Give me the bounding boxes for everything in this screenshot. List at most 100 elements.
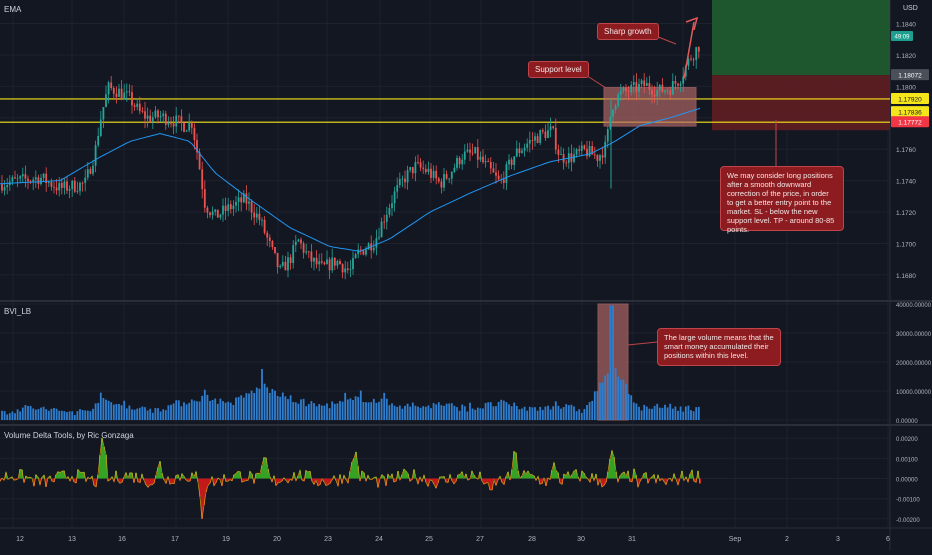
- volume-bar: [497, 401, 500, 420]
- volume-bar: [37, 409, 40, 420]
- volume-bar: [170, 404, 172, 420]
- volume-bar: [695, 407, 698, 420]
- volume-bar: [443, 405, 445, 420]
- candle-body: [424, 168, 427, 173]
- candle-body: [575, 149, 578, 155]
- volume-bar: [253, 392, 256, 420]
- volume-bar: [162, 409, 165, 420]
- volume-bar: [596, 391, 599, 420]
- candle-body: [534, 136, 536, 141]
- candle-body: [120, 88, 123, 99]
- candle-body: [19, 176, 22, 179]
- volume-bar: [302, 398, 305, 420]
- support-level-callout: Support level: [528, 61, 589, 78]
- candle-body: [292, 245, 295, 264]
- volume-bar: [346, 399, 349, 420]
- candle-body: [193, 127, 196, 140]
- candle-body: [97, 135, 100, 146]
- volume-bar: [352, 399, 354, 420]
- volume-tick-label: 0.00000: [896, 419, 918, 425]
- volume-bar: [112, 404, 115, 420]
- candle-body: [404, 178, 406, 183]
- volume-bar: [552, 406, 555, 420]
- volume-bar: [84, 410, 87, 420]
- candle-body: [287, 257, 289, 271]
- volume-bar: [599, 382, 601, 420]
- candle-body: [591, 145, 594, 155]
- volume-bar: [133, 409, 136, 420]
- volume-bar: [505, 402, 508, 420]
- candle-body: [68, 189, 71, 191]
- volume-bar: [682, 411, 685, 420]
- time-tick-label: 12: [16, 536, 24, 543]
- volume-bar: [138, 407, 141, 420]
- candle-body: [349, 269, 352, 270]
- volume-bar: [263, 383, 266, 420]
- volume-bar: [86, 410, 89, 420]
- volume-bar: [81, 409, 84, 420]
- candle-body: [521, 150, 523, 153]
- candle-body: [315, 257, 318, 265]
- volume-bar: [110, 402, 113, 420]
- price-tick-label: 1.1820: [896, 53, 916, 60]
- volume-bar: [560, 408, 562, 420]
- candle-body: [331, 257, 334, 271]
- candle-body: [66, 181, 68, 191]
- candle-body: [406, 170, 409, 183]
- volume-bar: [326, 403, 328, 420]
- candle-body: [385, 214, 388, 222]
- volume-bar: [666, 407, 669, 420]
- volume-bar: [406, 403, 409, 420]
- candle-body: [435, 170, 438, 179]
- candle-body: [518, 148, 521, 153]
- volume-bar: [177, 400, 180, 420]
- volume-bar: [211, 399, 214, 420]
- volume-bar: [495, 406, 497, 420]
- volume-bar: [255, 387, 258, 420]
- last-price-label-bg: [891, 69, 929, 81]
- candle-body: [209, 212, 211, 216]
- volume-bar: [526, 410, 529, 420]
- candle-body: [110, 82, 113, 89]
- time-tick-label: 19: [222, 536, 230, 543]
- candle-body: [411, 167, 414, 174]
- volume-bar: [544, 406, 547, 420]
- candle-body: [380, 221, 383, 238]
- candle-body: [211, 211, 214, 216]
- volume-bar: [417, 406, 419, 420]
- volume-bar: [21, 407, 24, 420]
- candle-body: [167, 123, 170, 125]
- volume-bar: [341, 401, 344, 420]
- candle-body: [242, 193, 245, 203]
- volume-bar: [690, 410, 692, 420]
- volume-bar: [570, 404, 573, 420]
- volume-bar: [310, 401, 313, 420]
- candle-body: [357, 249, 360, 255]
- candle-body: [105, 94, 107, 108]
- candle-body: [596, 154, 599, 161]
- volume-bar: [575, 411, 578, 420]
- time-tick-label: 30: [577, 536, 585, 543]
- volume-bar: [385, 398, 388, 420]
- candle-body: [162, 113, 165, 117]
- candle-body: [443, 174, 445, 188]
- volume-bar: [539, 406, 542, 420]
- growth-arrow: [683, 21, 695, 79]
- candle-body: [79, 182, 81, 192]
- candle-body: [687, 58, 690, 66]
- candle-body: [372, 247, 375, 251]
- volume-bar: [320, 405, 323, 420]
- volume-bar: [248, 393, 250, 420]
- candle-body: [474, 147, 477, 154]
- time-tick-label: 20: [273, 536, 281, 543]
- candle-body: [557, 149, 560, 155]
- candle-body: [29, 181, 32, 182]
- candle-body: [310, 251, 313, 262]
- candle-body: [578, 149, 581, 151]
- volume-bar: [591, 400, 594, 420]
- price-tick-label: 1.1680: [896, 273, 916, 280]
- price-tick-label: 1.1760: [896, 147, 916, 154]
- volume-bar: [19, 411, 22, 420]
- volume-bar: [536, 410, 539, 420]
